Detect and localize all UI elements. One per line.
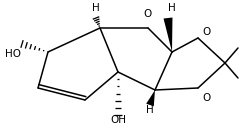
Text: H: H	[146, 105, 154, 115]
Polygon shape	[164, 17, 173, 52]
Text: O: O	[202, 27, 210, 37]
Text: OH: OH	[110, 115, 126, 125]
Text: O: O	[144, 9, 152, 19]
Text: HO: HO	[5, 49, 21, 59]
Text: H: H	[168, 3, 176, 13]
Polygon shape	[146, 90, 155, 106]
Text: H: H	[92, 3, 100, 13]
Text: O: O	[202, 93, 210, 103]
